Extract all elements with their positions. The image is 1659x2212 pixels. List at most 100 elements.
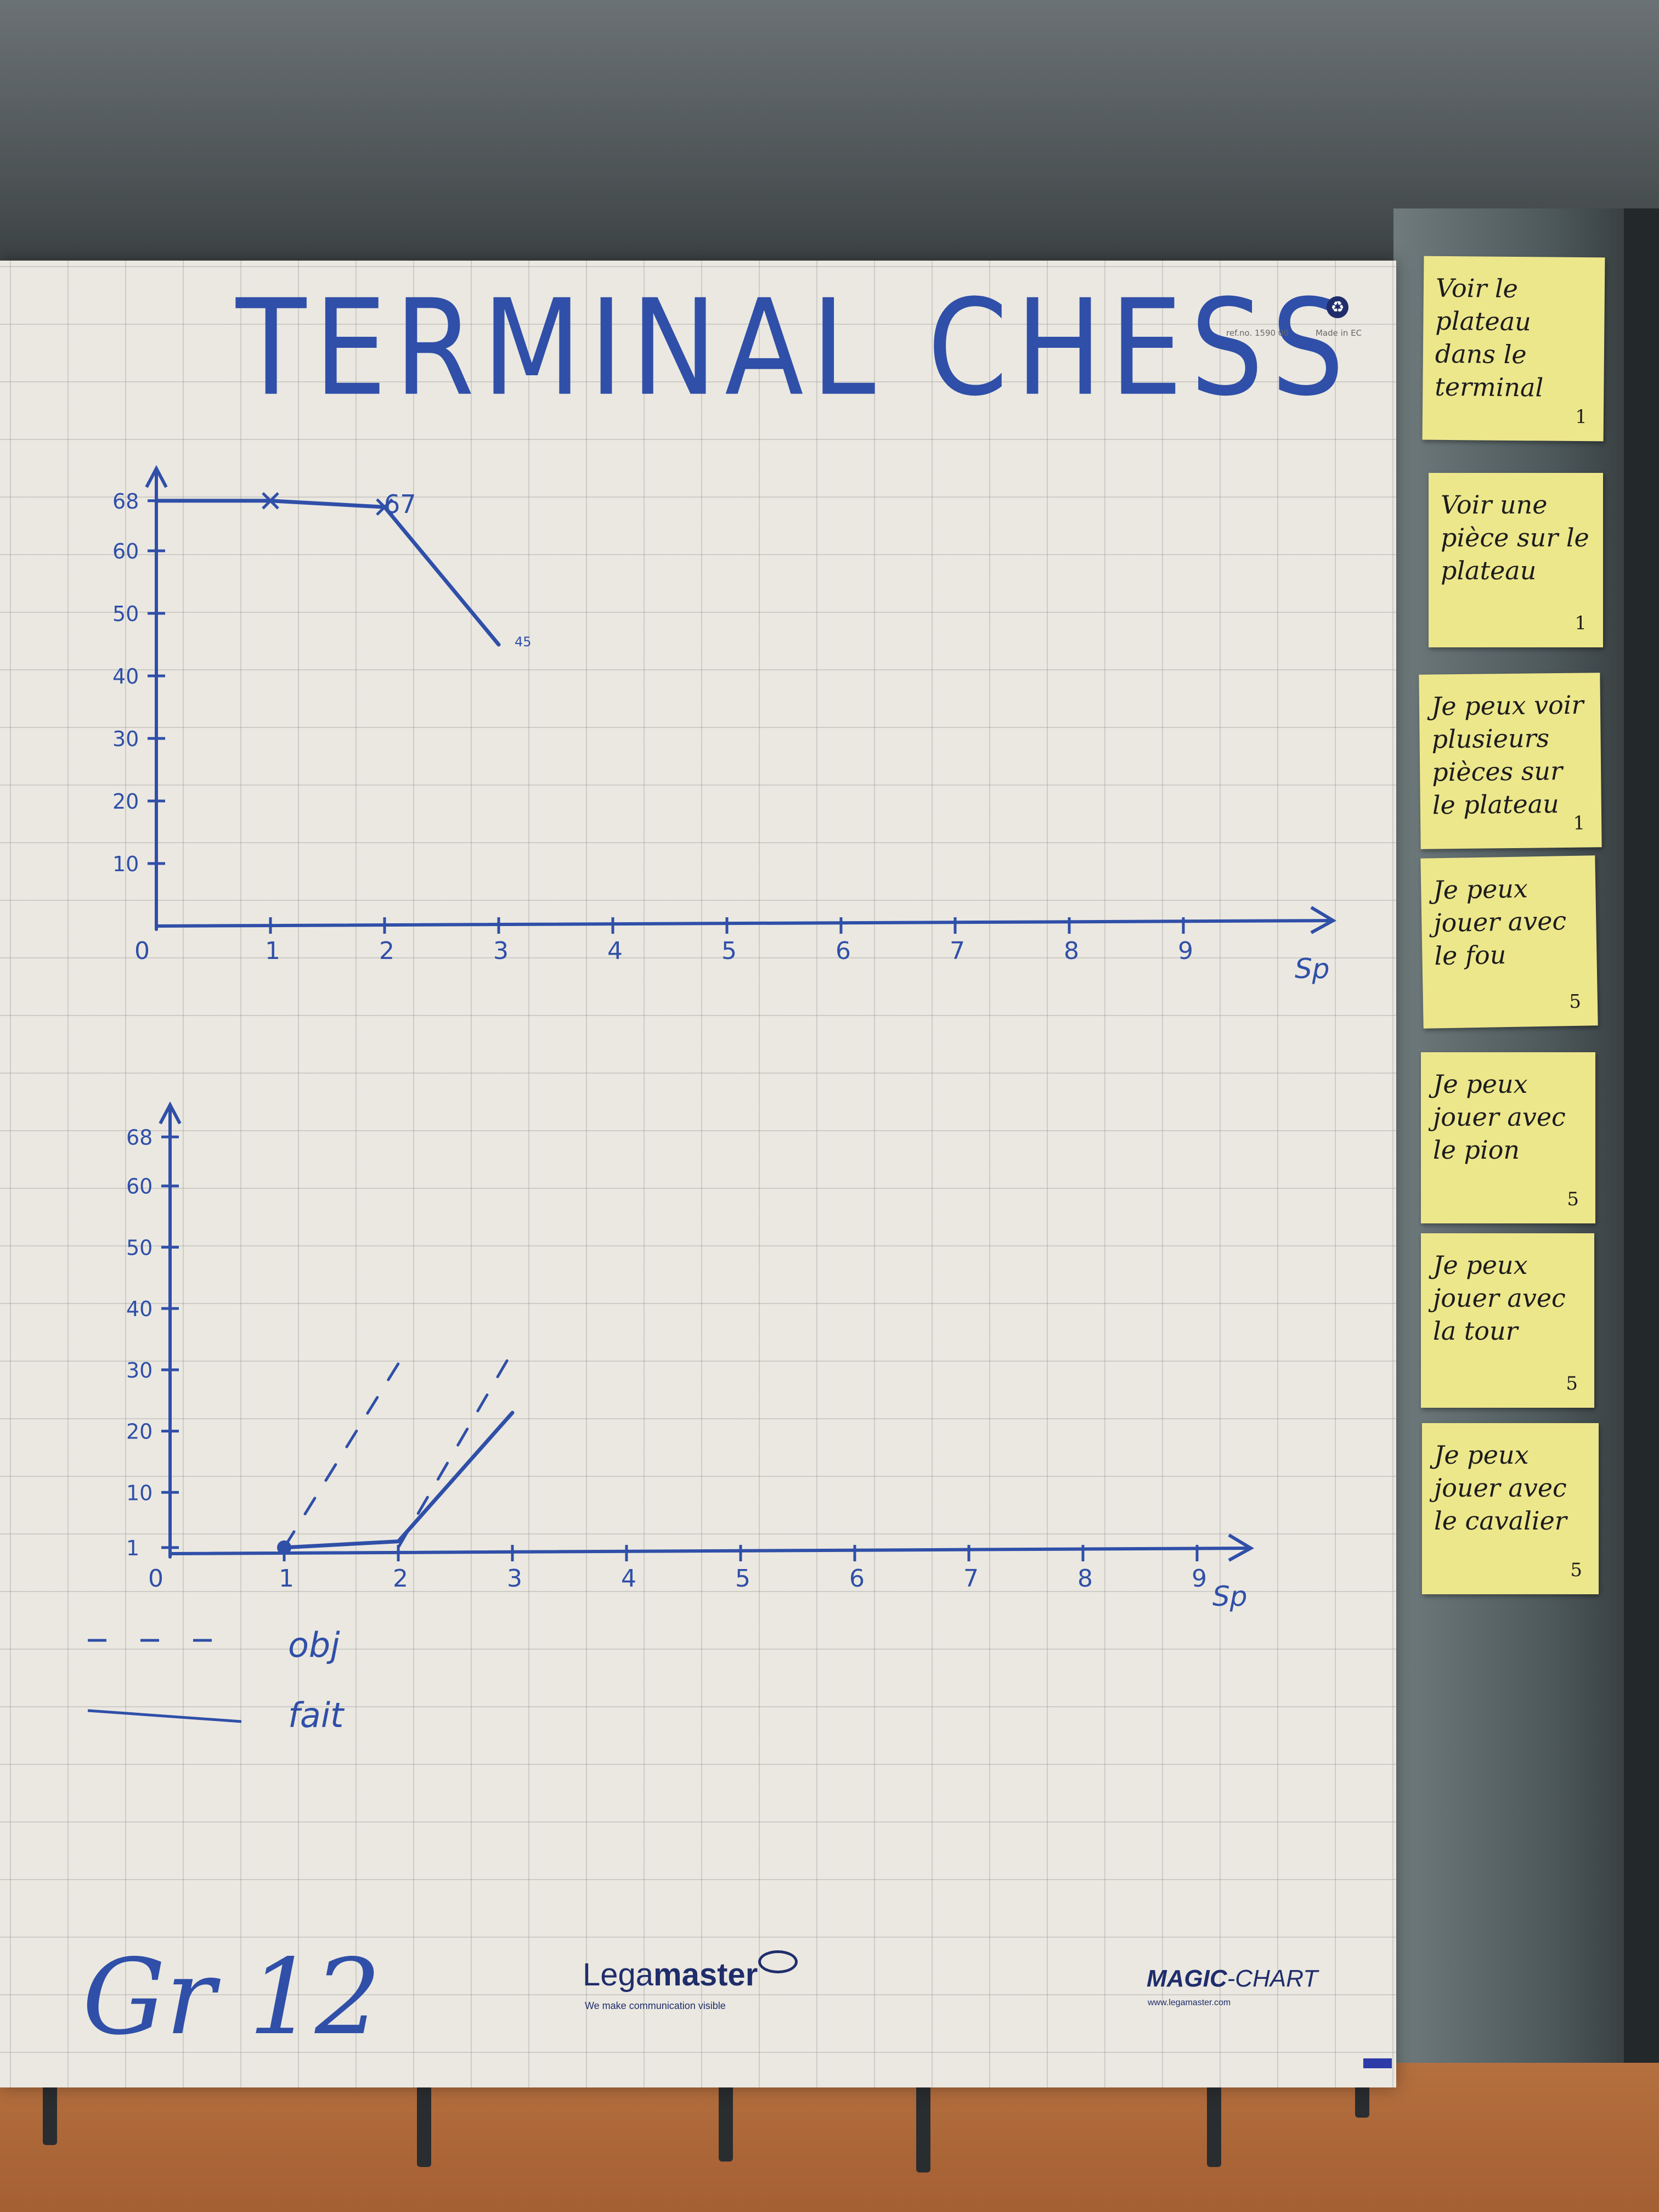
product-rest: -CHART — [1227, 1965, 1318, 1992]
y-tick-label: 10 — [112, 852, 139, 876]
sticky-text: Voir une pièce sur le plateau — [1441, 490, 1589, 585]
product-bold: MAGIC — [1147, 1965, 1227, 1992]
sticky-points: 5 — [1566, 1373, 1578, 1395]
sticky-text: Je peux voir plusieurs pièces sur le pla… — [1431, 690, 1584, 820]
made-in-label: Made in EC — [1316, 328, 1362, 338]
easel-leg — [417, 2079, 431, 2167]
x-tick-label: 2 — [393, 1565, 408, 1593]
easel-leg — [916, 2079, 930, 2172]
brand-bold: master — [653, 1957, 758, 1993]
data-label: 67 — [384, 489, 416, 519]
chart-title: TERMINAL CHESS — [236, 270, 1352, 426]
x-tick-label: 7 — [963, 1565, 979, 1593]
product-name: MAGIC-CHART — [1147, 1965, 1318, 1993]
sticky-note: Je peux jouer avec le pion 5 — [1421, 1052, 1595, 1223]
x-axis — [155, 919, 1335, 928]
ref-number: ref.no. 1590 00 — [1226, 328, 1289, 338]
series-line — [397, 1350, 514, 1549]
x-axis — [168, 1547, 1252, 1555]
sticky-note: Je peux jouer avec la tour 5 — [1421, 1233, 1594, 1408]
data-point — [376, 498, 393, 516]
series-line — [283, 1362, 400, 1549]
y-tick-label: 68 — [112, 489, 139, 514]
brand-light: Lega — [583, 1957, 654, 1993]
y-tick-label: 30 — [126, 1358, 153, 1383]
x-axis-arrow — [1310, 906, 1337, 934]
sticky-points: 1 — [1575, 405, 1588, 428]
sticky-note: Je peux voir plusieurs pièces sur le pla… — [1419, 673, 1602, 849]
door-frame — [1624, 208, 1659, 2211]
y-tick-label: 20 — [112, 789, 139, 814]
sticky-note: Voir le plateau dans le terminal 1 — [1422, 256, 1605, 442]
recycle-icon: ♻ — [1327, 296, 1348, 318]
series-line — [282, 1410, 515, 1550]
y-axis-arrow — [145, 465, 168, 488]
easel-leg — [719, 2079, 733, 2162]
x-tick-label: 1 — [265, 937, 280, 965]
x-tick-label: 2 — [379, 937, 394, 965]
y-tick-label: 50 — [112, 602, 139, 626]
y-tick-label: 20 — [126, 1420, 153, 1444]
x-tick-label: 0 — [148, 1565, 163, 1593]
legend-label: fait — [288, 1695, 345, 1735]
x-tick-label: 4 — [621, 1565, 636, 1593]
sticky-text: Voir le plateau dans le terminal — [1435, 273, 1544, 403]
y-axis-arrow — [159, 1101, 182, 1125]
sticky-points: 1 — [1573, 812, 1585, 834]
legend-label: obj — [288, 1625, 340, 1665]
data-label: 45 — [515, 634, 532, 650]
x-tick-label: 8 — [1064, 937, 1079, 965]
x-tick-label: 9 — [1178, 937, 1193, 965]
wall-top — [0, 0, 1659, 263]
sticky-points: 1 — [1575, 612, 1587, 634]
x-tick-label: 6 — [849, 1565, 865, 1593]
sticky-text: Je peux jouer avec le pion — [1433, 1069, 1566, 1165]
easel-leg — [1207, 2079, 1221, 2167]
corner-mark — [1363, 2058, 1392, 2068]
x-tick-label: 3 — [507, 1565, 522, 1593]
brand-tagline: We make communication visible — [585, 2000, 726, 2011]
x-tick-label: 0 — [134, 937, 150, 965]
y-tick-label: 40 — [126, 1297, 153, 1321]
x-tick-label: 5 — [721, 937, 737, 965]
sticky-note: Je peux jouer avec le cavalier 5 — [1422, 1423, 1599, 1594]
y-tick-label: 10 — [126, 1481, 153, 1505]
series-line — [154, 499, 501, 647]
x-tick-label: 1 — [279, 1565, 294, 1593]
y-tick-label: 1 — [126, 1536, 139, 1560]
sticky-points: 5 — [1570, 1559, 1582, 1581]
sticky-text: Je peux jouer avec la tour — [1433, 1250, 1566, 1346]
floor — [0, 2063, 1659, 2212]
x-axis-label: Sp — [1295, 953, 1329, 985]
x-tick-label: 4 — [607, 937, 623, 965]
y-tick-label: 30 — [112, 727, 139, 751]
y-tick-label: 68 — [126, 1125, 153, 1149]
group-label: Gr 12 — [82, 1937, 381, 2058]
x-axis-arrow — [1228, 1533, 1255, 1562]
y-tick-label: 40 — [112, 664, 139, 689]
sticky-note: Voir une pièce sur le plateau 1 — [1429, 473, 1603, 647]
flipchart-sheet — [0, 261, 1396, 2087]
sticky-text: Je peux jouer avec le cavalier — [1434, 1440, 1567, 1536]
sticky-text: Je peux jouer avec le fou — [1432, 873, 1567, 971]
x-tick-label: 8 — [1077, 1565, 1093, 1593]
x-tick-label: 6 — [836, 937, 851, 965]
sticky-points: 5 — [1567, 1188, 1579, 1210]
sticky-points: 5 — [1568, 990, 1582, 1013]
eye-icon — [758, 1950, 798, 1973]
x-tick-label: 3 — [493, 937, 509, 965]
data-point — [277, 1540, 291, 1555]
x-axis-label: Sp — [1212, 1581, 1247, 1612]
brand-logo: Legamaster — [583, 1956, 758, 1993]
legend-swatch — [87, 1709, 242, 1723]
x-tick-label: 9 — [1192, 1565, 1207, 1593]
y-tick-label: 50 — [126, 1235, 153, 1260]
x-tick-label: 5 — [735, 1565, 751, 1593]
x-tick-label: 7 — [950, 937, 965, 965]
sticky-note: Je peux jouer avec le fou 5 — [1420, 855, 1598, 1029]
y-tick-label: 60 — [126, 1175, 153, 1199]
brand-url: www.legamaster.com — [1148, 1998, 1231, 2007]
easel-leg — [43, 2079, 57, 2145]
data-point — [262, 492, 279, 510]
